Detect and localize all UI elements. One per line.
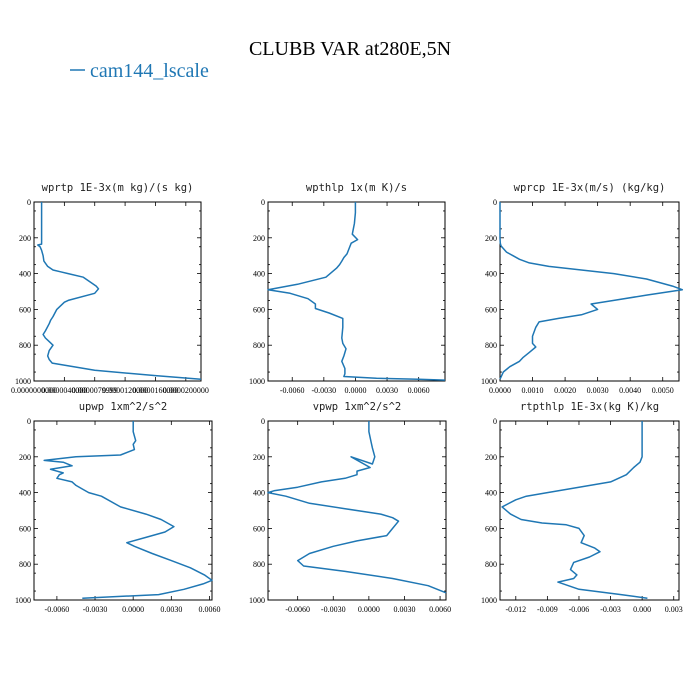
y-tick-label: 600 (19, 524, 31, 533)
x-tick-label: 0.0000 (489, 386, 511, 395)
panel-title: upwp 1xm^2/s^2 (79, 401, 168, 413)
x-tick-label: 0.0020 (554, 386, 576, 395)
y-tick-label: 600 (485, 524, 497, 533)
series-line-1 (267, 421, 447, 594)
y-tick-label: 1000 (481, 596, 497, 605)
x-tick-label: 0.0000040000 (41, 386, 87, 395)
y-tick-label: 600 (253, 524, 265, 533)
y-tick-label: 400 (485, 489, 497, 498)
x-tick-label: -0.0030 (321, 605, 346, 614)
x-tick-label: 0.0010 (522, 386, 544, 395)
panel-5: vpwp 1xm^2/s^2 0 200 400 600 800 1000 -0.0060 -0… (249, 401, 451, 614)
series-line-1 (501, 421, 648, 599)
y-tick-label: 600 (19, 305, 31, 314)
panel-2: wpthlp 1x(m K)/s 0 200 400 600 800 1000 -0.0060… (249, 182, 446, 395)
x-tick-label: -0.003 (600, 605, 621, 614)
x-tick-label: 0.0000120000 (102, 386, 148, 395)
x-tick-label: 0.0000000000 (11, 386, 57, 395)
y-tick-label: 1000 (249, 377, 265, 386)
panel-title: rtpthlp 1E-3x(kg K)/kg (520, 401, 659, 413)
plot-frame (267, 420, 447, 601)
y-tick-label: 0 (493, 417, 497, 426)
panel-grid: wprtp 1E-3x(m kg)/(s kg) 0 200 400 600 800 100… (11, 182, 684, 614)
series-line-1 (43, 421, 213, 599)
y-tick-label: 0 (493, 198, 497, 207)
y-tick-label: 400 (19, 270, 31, 279)
y-tick-label: 0 (261, 198, 265, 207)
y-tick-label: 800 (485, 560, 497, 569)
x-tick-label: 0.0060 (408, 386, 430, 395)
y-tick-label: 0 (27, 417, 31, 426)
x-tick-label: 0.0030 (160, 605, 182, 614)
panel-title: wprtp 1E-3x(m kg)/(s kg) (42, 182, 194, 194)
y-tick-label: 1000 (481, 377, 497, 386)
x-tick-label: -0.0060 (285, 605, 310, 614)
y-tick-label: 200 (19, 453, 31, 462)
y-tick-label: 600 (485, 305, 497, 314)
x-tick-label: 0.0030 (393, 605, 415, 614)
series-line-1 (499, 202, 684, 380)
x-tick-label: 0.0000160000 (132, 386, 178, 395)
y-tick-label: 0 (27, 198, 31, 207)
y-tick-label: 200 (253, 234, 265, 243)
panel-6: rtpthlp 1E-3x(kg K)/kg02004006008001000-… (481, 401, 683, 614)
plot-frame (33, 420, 213, 601)
y-tick-label: 200 (19, 234, 31, 243)
y-tick-label: 400 (253, 489, 265, 498)
x-tick-label: 0.0040 (619, 386, 641, 395)
panel-3: wprcp 1E-3x(m/s) (kg/kg) 0 200 400 600 800 100… (481, 182, 684, 395)
x-tick-label: 0.003 (665, 605, 683, 614)
y-tick-label: 200 (253, 453, 265, 462)
panel-title: wprcp 1E-3x(m/s) (kg/kg) (514, 182, 666, 194)
x-tick-label: 0.000 (633, 605, 651, 614)
plot-frame (499, 201, 680, 382)
x-tick-label: -0.0030 (312, 386, 337, 395)
plot-frame (33, 201, 202, 382)
panel-4: upwp 1xm^2/s^2 0 200 400 600 800 1000 -0.0060 -0… (15, 401, 220, 614)
plot-frame (499, 420, 680, 601)
x-tick-label: 0.0000 (358, 605, 380, 614)
y-tick-label: 800 (253, 341, 265, 350)
x-tick-label: 0.0000200000 (163, 386, 209, 395)
legend: cam144_lscale (70, 60, 209, 82)
x-tick-label: 0.0030 (587, 386, 609, 395)
y-tick-label: 200 (485, 234, 497, 243)
x-tick-label: 0.0060 (198, 605, 220, 614)
y-tick-label: 600 (253, 305, 265, 314)
panel-title: wpthlp 1x(m K)/s (306, 182, 407, 194)
x-tick-label: -0.012 (505, 605, 526, 614)
y-tick-label: 0 (261, 417, 265, 426)
y-tick-label: 400 (485, 270, 497, 279)
x-tick-label: -0.0030 (83, 605, 108, 614)
plot-frame (267, 201, 446, 382)
y-tick-label: 400 (253, 270, 265, 279)
legend-label: cam144_lscale (90, 60, 209, 82)
series-line-1 (267, 202, 446, 381)
panel-title: vpwp 1xm^2/s^2 (313, 401, 402, 413)
panel-1: wprtp 1E-3x(m kg)/(s kg) 0 200 400 600 800 100… (11, 182, 209, 395)
y-tick-label: 1000 (249, 596, 265, 605)
x-tick-label: -0.0060 (45, 605, 70, 614)
y-tick-label: 800 (19, 560, 31, 569)
x-tick-label: 0.0000 (122, 605, 144, 614)
x-tick-label: 0.0000 (344, 386, 366, 395)
y-tick-label: 800 (485, 341, 497, 350)
y-tick-label: 800 (19, 341, 31, 350)
y-tick-label: 1000 (15, 377, 31, 386)
x-tick-label: -0.009 (537, 605, 558, 614)
series-line-1 (37, 202, 202, 380)
figure-title: CLUBB VAR at280E,5N (249, 38, 451, 60)
x-tick-label: -0.0060 (280, 386, 305, 395)
y-tick-label: 400 (19, 489, 31, 498)
y-tick-label: 800 (253, 560, 265, 569)
x-tick-label: 0.0030 (376, 386, 398, 395)
x-tick-label: -0.006 (569, 605, 590, 614)
x-tick-label: 0.0000079999 (72, 386, 118, 395)
x-tick-label: 0.0050 (652, 386, 674, 395)
x-tick-label: 0.0060 (429, 605, 451, 614)
y-tick-label: 1000 (15, 596, 31, 605)
y-tick-label: 200 (485, 453, 497, 462)
